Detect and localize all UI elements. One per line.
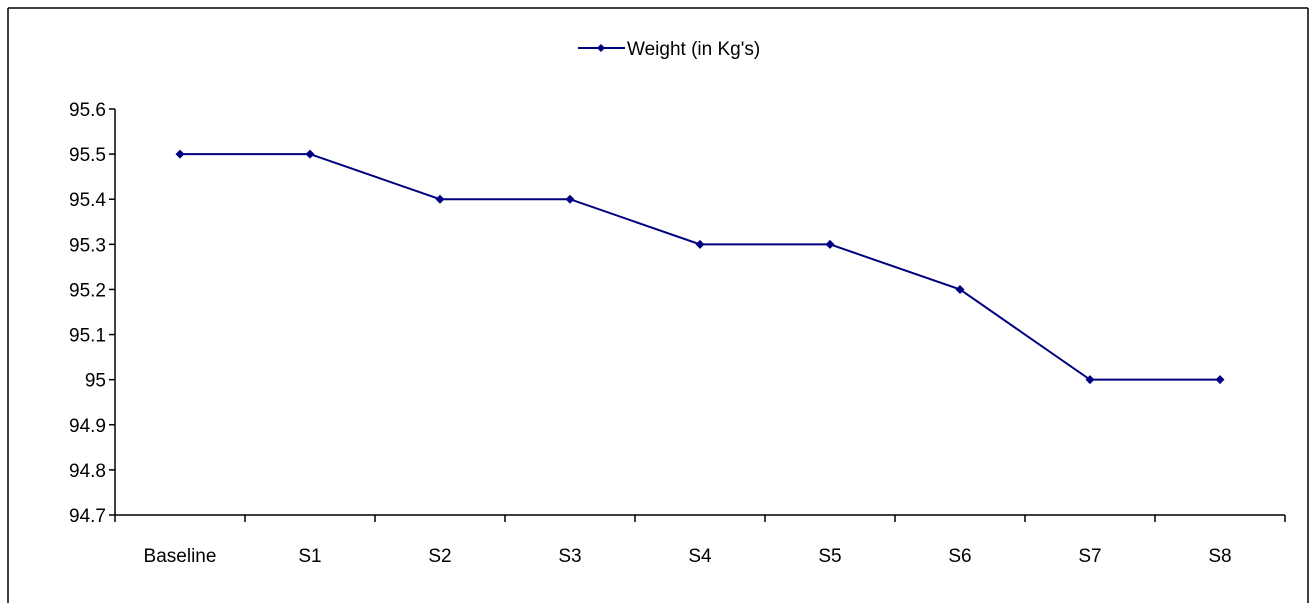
- x-tick-label: S1: [298, 546, 321, 567]
- y-tick-label: 95.3: [69, 235, 106, 256]
- x-tick-label: S8: [1208, 546, 1231, 567]
- x-tick-label: S5: [818, 546, 841, 567]
- data-point: [1215, 375, 1225, 385]
- y-tick-label: 94.8: [69, 461, 106, 482]
- y-tick-label: 95: [85, 371, 106, 392]
- y-ticks: 94.7 94.8 94.9 95 95.1 95.2 95.3 95.4 95.5 95.6: [69, 100, 115, 527]
- x-tick-label: S7: [1078, 546, 1101, 567]
- x-tick-label: Baseline: [144, 546, 217, 567]
- y-tick-label: 94.7: [69, 506, 106, 527]
- x-ticks: Baseline S1 S2 S3 S4 S5 S6 S7 S8: [114, 515, 1286, 567]
- y-tick-label: 94.9: [69, 416, 106, 437]
- x-tick-label: S3: [558, 546, 581, 567]
- data-point: [565, 194, 575, 204]
- plot-series: [175, 149, 1225, 385]
- data-point: [695, 239, 705, 249]
- y-tick-label: 95.1: [69, 326, 106, 347]
- x-tick-label: S4: [688, 546, 712, 567]
- data-point: [825, 239, 835, 249]
- data-point: [305, 149, 315, 159]
- legend-series-label: Weight (in Kg's): [627, 39, 760, 60]
- y-tick-label: 95.2: [69, 280, 106, 301]
- data-point: [435, 194, 445, 204]
- series-line: [180, 153, 1220, 381]
- data-point: [955, 284, 965, 294]
- legend: Weight (in Kg's): [578, 39, 760, 60]
- y-tick-label: 95.5: [69, 145, 106, 166]
- data-point: [175, 149, 185, 159]
- legend-series-marker: [597, 44, 605, 52]
- y-tick-label: 95.4: [69, 190, 106, 211]
- data-point: [1085, 375, 1095, 385]
- x-tick-label: S6: [948, 546, 971, 567]
- y-tick-label: 95.6: [69, 100, 106, 121]
- x-tick-label: S2: [428, 546, 451, 567]
